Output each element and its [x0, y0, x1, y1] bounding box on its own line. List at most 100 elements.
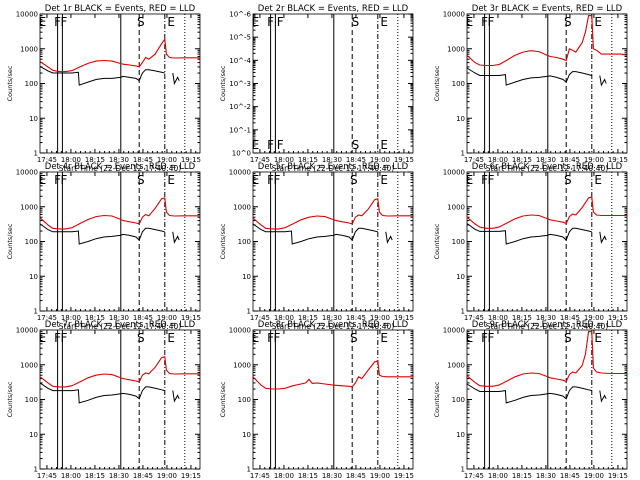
- x-tick-label: 18:30: [322, 314, 342, 322]
- flag-label-top: S: [564, 15, 572, 29]
- y-tick-label: 10: [29, 115, 38, 123]
- flag-label-bottom: F: [267, 138, 274, 152]
- x-tick-label: 19:00: [370, 314, 390, 322]
- x-tick-label: 17:45: [37, 472, 57, 480]
- x-tick-label: 18:00: [274, 156, 294, 164]
- y-tick-label: 10: [456, 431, 465, 439]
- panel-title: Det 7r BLACK = Events, RED = LLD: [45, 320, 196, 330]
- lld-series-line: [466, 15, 628, 67]
- x-axis-label: Start Time (22-Dec-12 17:40:40): [272, 322, 394, 331]
- x-tick-label: 18:45: [346, 314, 366, 322]
- x-tick-label: 19:00: [370, 156, 390, 164]
- flag-label-top: S: [564, 173, 572, 187]
- y-tick-label: 100: [25, 80, 38, 88]
- x-tick-label: 18:45: [346, 472, 366, 480]
- chart-panel-3: Det 3r BLACK = Events, RED = LLD 1 10 100 10…: [433, 4, 628, 173]
- x-tick-label: 18:00: [61, 314, 81, 322]
- x-tick-label: 18:00: [274, 472, 294, 480]
- y-tick-label: 10: [242, 431, 251, 439]
- y-tick-label: 100: [238, 238, 251, 246]
- flag-label-top: F: [277, 15, 284, 29]
- x-tick-label: 18:45: [133, 472, 153, 480]
- y-tick-label: 1000: [20, 45, 38, 53]
- y-tick-label: 1: [34, 150, 38, 158]
- flag-label-top: E: [380, 173, 388, 187]
- y-axis-label: Counts/sec: [219, 223, 227, 259]
- flag-label-top: F: [267, 15, 274, 29]
- chart-panel-7: Det 7r BLACK = Events, RED = LLD 1 10 100 10…: [6, 320, 201, 480]
- flag-label-top: E: [594, 173, 602, 187]
- events-series-line: [252, 223, 393, 245]
- chart-panel-6: Det 6r BLACK = Events, RED = LLD 1 10 100 10…: [433, 162, 628, 331]
- flag-label-top: E: [252, 331, 260, 345]
- flag-label-top: F: [274, 331, 281, 345]
- x-tick-label: 18:00: [488, 472, 508, 480]
- y-tick-label: 100: [452, 396, 465, 404]
- x-tick-label: 17:45: [464, 314, 484, 322]
- flag-label-top: F: [61, 331, 68, 345]
- panel-title: Det 6r BLACK = Events, RED = LLD: [472, 162, 623, 172]
- x-tick-label: 18:15: [85, 472, 105, 480]
- flag-label-top: S: [350, 331, 358, 345]
- x-tick-label: 18:00: [61, 472, 81, 480]
- y-tick-label: 10000: [443, 11, 465, 19]
- flag-label-bottom: E: [380, 138, 388, 152]
- events-series-line: [466, 223, 607, 245]
- x-tick-label: 17:45: [37, 314, 57, 322]
- flag-label-top: S: [137, 331, 145, 345]
- flag-label-top: S: [564, 331, 572, 345]
- chart-panel-8: Det 8r BLACK = Events, RED = LLD 1 10 100 10…: [219, 320, 414, 480]
- y-tick-label: 1: [34, 308, 38, 316]
- y-tick-label: 10^-4: [229, 57, 251, 65]
- flag-label-top: E: [252, 173, 260, 187]
- flag-label-top: E: [167, 331, 175, 345]
- events-series-line: [39, 382, 180, 404]
- events-series-line: [39, 65, 180, 86]
- x-tick-label: 18:45: [560, 314, 580, 322]
- x-tick-label: 18:15: [512, 472, 532, 480]
- x-tick-label: 18:30: [109, 472, 129, 480]
- x-tick-label: 19:15: [181, 472, 201, 480]
- y-tick-label: 10: [242, 273, 251, 281]
- flag-label-top: E: [39, 331, 47, 345]
- flag-label-bottom: E: [252, 138, 260, 152]
- y-axis-label: Counts/sec: [433, 381, 441, 417]
- x-tick-label: 19:00: [584, 156, 604, 164]
- flag-label-top: F: [488, 15, 495, 29]
- x-tick-label: 17:45: [250, 314, 270, 322]
- x-tick-label: 18:00: [488, 314, 508, 322]
- y-tick-label: 10^-5: [229, 34, 251, 42]
- x-tick-label: 17:45: [250, 156, 270, 164]
- x-tick-label: 18:15: [512, 156, 532, 164]
- flag-label-top: E: [594, 15, 602, 29]
- panel-title: Det 2r BLACK = Events, RED = LLD: [258, 4, 409, 14]
- x-tick-label: 18:45: [560, 472, 580, 480]
- y-tick-label: 1: [247, 466, 251, 474]
- flag-label-top: S: [137, 173, 145, 187]
- y-tick-label: 10000: [229, 327, 251, 335]
- flag-label-top: F: [54, 15, 61, 29]
- x-tick-label: 18:15: [298, 156, 318, 164]
- x-tick-label: 19:00: [584, 472, 604, 480]
- y-tick-label: 10^-1: [229, 126, 251, 134]
- y-tick-label: 10000: [16, 169, 38, 177]
- flag-label-top: F: [274, 173, 281, 187]
- y-tick-label: 10^-3: [229, 80, 251, 88]
- x-axis-label: Start Time (22-Dec-12 17:40:40): [486, 322, 608, 331]
- plot-frame: [39, 329, 201, 470]
- lld-series-line: [39, 37, 200, 73]
- x-tick-label: 18:00: [274, 314, 294, 322]
- x-tick-label: 18:15: [298, 472, 318, 480]
- y-axis-label: Counts/sec: [6, 65, 14, 101]
- y-tick-label: 10000: [16, 11, 38, 19]
- x-axis-label: Start Time (22-Dec-12 17:40:40): [486, 164, 608, 173]
- x-tick-label: 19:15: [181, 156, 201, 164]
- y-axis-label: Counts/sec: [433, 223, 441, 259]
- flag-label-top: F: [488, 173, 495, 187]
- x-tick-label: 19:00: [157, 472, 177, 480]
- x-tick-label: 18:15: [512, 314, 532, 322]
- y-tick-label: 10^-2: [229, 103, 251, 111]
- y-tick-label: 10^-6: [229, 11, 251, 19]
- flag-label-top: F: [61, 173, 68, 187]
- y-tick-label: 1000: [447, 361, 465, 369]
